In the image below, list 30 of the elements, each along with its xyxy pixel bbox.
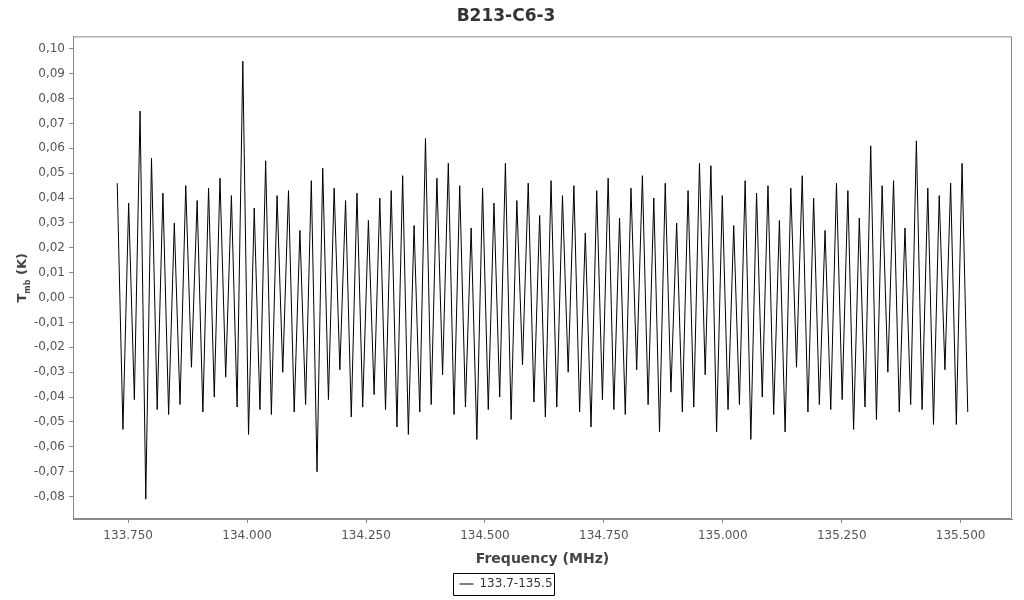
y-tick-label: 0,02 bbox=[38, 239, 65, 254]
y-tick-label: -0,07 bbox=[33, 463, 65, 478]
y-tick-label: -0,05 bbox=[33, 414, 65, 429]
x-tick-label: 133.750 bbox=[103, 528, 153, 543]
y-tick-label: -0,03 bbox=[33, 364, 65, 379]
x-tick-label: 134.000 bbox=[222, 528, 272, 543]
y-tick-label: -0,08 bbox=[33, 488, 65, 503]
y-tick-label: 0,10 bbox=[38, 40, 65, 55]
x-tick-label: 134.750 bbox=[579, 528, 629, 543]
y-tick-label: 0,04 bbox=[38, 190, 65, 205]
y-tick-label: 0,07 bbox=[38, 115, 65, 130]
y-tick-label: 0,06 bbox=[38, 140, 65, 155]
y-tick-label: 0,05 bbox=[38, 165, 65, 180]
x-tick-label: 135.000 bbox=[697, 528, 748, 543]
x-axis-title: Frequency (MHz) bbox=[475, 550, 610, 567]
x-tick-label: 134.250 bbox=[341, 528, 391, 543]
y-tick-label: 0,01 bbox=[38, 264, 65, 279]
y-tick-label: 0,08 bbox=[38, 90, 65, 105]
chart-title: B213-C6-3 bbox=[456, 4, 556, 25]
y-tick-label: 0,03 bbox=[38, 215, 65, 230]
legend-label: 133.7-135.5 bbox=[479, 576, 553, 591]
x-tick-label: 135.250 bbox=[816, 528, 867, 543]
y-tick-label: -0,06 bbox=[33, 438, 65, 453]
x-tick-label: 134.500 bbox=[460, 528, 510, 543]
y-tick-label: -0,02 bbox=[33, 339, 65, 354]
y-tick-label: 0,09 bbox=[38, 65, 65, 80]
y-tick-label: 0,00 bbox=[38, 289, 65, 304]
y-tick-label: -0,04 bbox=[33, 389, 65, 404]
y-tick-label: -0,01 bbox=[33, 314, 65, 329]
x-tick-label: 135.500 bbox=[935, 528, 986, 543]
